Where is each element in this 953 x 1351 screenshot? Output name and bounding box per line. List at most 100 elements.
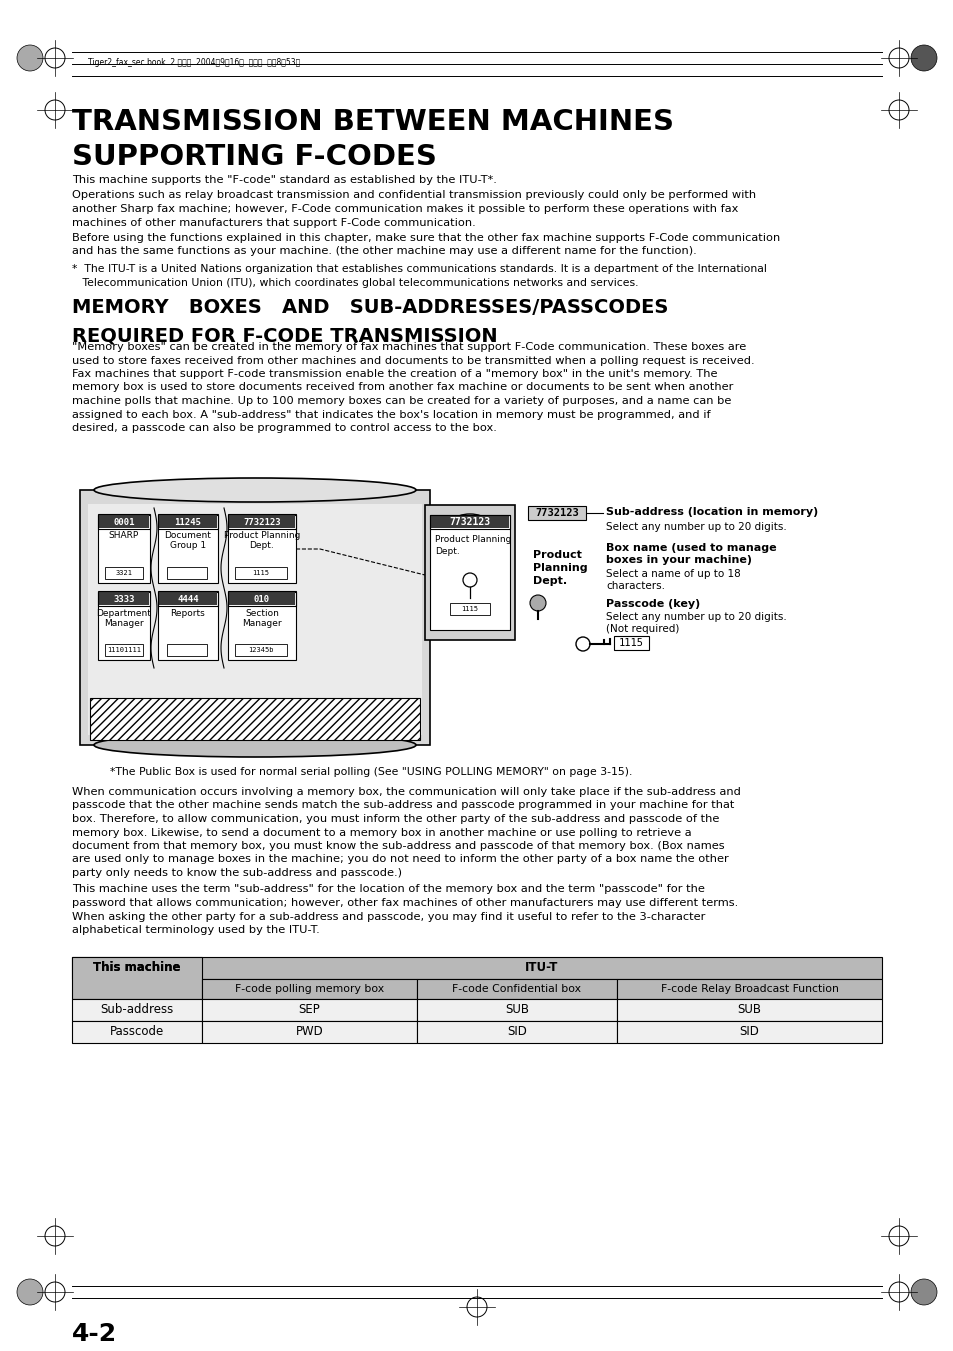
Bar <box>234 644 287 657</box>
Circle shape <box>910 1279 936 1305</box>
Bar <box>71 957 202 998</box>
Text: Section: Section <box>245 608 278 617</box>
Bar <box>430 515 510 530</box>
Text: When communication occurs involving a memory box, the communication will only ta: When communication occurs involving a me… <box>71 788 740 797</box>
Text: 4444: 4444 <box>177 594 198 604</box>
Text: document from that memory box, you must know the sub-address and passcode of tha: document from that memory box, you must … <box>71 842 724 851</box>
Text: party only needs to know the sub-address and passcode.): party only needs to know the sub-address… <box>71 867 401 878</box>
Text: F-code Relay Broadcast Function: F-code Relay Broadcast Function <box>659 984 838 993</box>
Text: PWD: PWD <box>295 1025 323 1038</box>
Text: SID: SID <box>739 1025 759 1038</box>
Text: Operations such as relay broadcast transmission and confidential transmission pr: Operations such as relay broadcast trans… <box>71 190 756 200</box>
Text: "Memory boxes" can be created in the memory of fax machines that support F-Code : "Memory boxes" can be created in the mem… <box>71 342 745 353</box>
Circle shape <box>530 594 545 611</box>
Bar <box>430 515 510 630</box>
Text: SUB: SUB <box>504 1002 529 1016</box>
Text: 010: 010 <box>253 594 270 604</box>
Text: SEP: SEP <box>298 1002 320 1016</box>
Text: ITU-T: ITU-T <box>525 961 558 974</box>
Bar <box>416 1020 617 1043</box>
Text: 11101111: 11101111 <box>107 647 141 653</box>
Text: Product: Product <box>533 550 581 561</box>
Text: SUB: SUB <box>737 1002 760 1016</box>
Bar <box>450 603 490 615</box>
Bar <box>80 490 430 744</box>
Text: Sub-address (location in memory): Sub-address (location in memory) <box>605 507 818 517</box>
Text: 7732123: 7732123 <box>535 508 578 517</box>
Text: Box name (used to manage: Box name (used to manage <box>605 543 776 553</box>
Text: 12345b: 12345b <box>248 647 274 653</box>
Bar <box>431 515 509 528</box>
Text: 1115: 1115 <box>461 607 478 612</box>
Text: passcode that the other machine sends match the sub-address and passcode program: passcode that the other machine sends ma… <box>71 801 734 811</box>
Text: (Not required): (Not required) <box>605 624 679 634</box>
Bar <box>158 592 218 661</box>
Text: This machine: This machine <box>93 961 180 974</box>
Text: 3321: 3321 <box>115 570 132 576</box>
Text: Public Box*: Public Box* <box>227 725 286 735</box>
Text: desired, a passcode can also be programmed to control access to the box.: desired, a passcode can also be programm… <box>71 423 497 434</box>
Text: memory box. Likewise, to send a document to a memory box in another machine or u: memory box. Likewise, to send a document… <box>71 828 691 838</box>
Text: TRANSMISSION BETWEEN MACHINES: TRANSMISSION BETWEEN MACHINES <box>71 108 673 136</box>
Text: Sub-address: Sub-address <box>100 1002 173 1016</box>
Text: 3333: 3333 <box>113 594 134 604</box>
Bar <box>105 644 143 657</box>
Bar <box>98 513 150 530</box>
Text: This machine uses the term "sub-address" for the location of the memory box and : This machine uses the term "sub-address"… <box>71 885 704 894</box>
Bar <box>71 957 882 978</box>
Text: memory box is used to store documents received from another fax machine or docum: memory box is used to store documents re… <box>71 382 733 393</box>
Bar <box>158 513 218 530</box>
Text: Department: Department <box>96 608 152 617</box>
Text: Passcode (key): Passcode (key) <box>605 598 700 609</box>
Text: Before using the functions explained in this chapter, make sure that the other f: Before using the functions explained in … <box>71 232 780 243</box>
Bar <box>228 590 295 607</box>
Text: MEMORY: MEMORY <box>224 484 286 497</box>
Bar <box>71 1020 202 1043</box>
Text: Reports: Reports <box>171 608 205 617</box>
Text: SHARP: SHARP <box>109 531 139 540</box>
Bar <box>90 698 419 740</box>
Bar <box>167 567 207 580</box>
Circle shape <box>17 1279 43 1305</box>
Bar <box>416 978 617 998</box>
Text: F-code Confidential box: F-code Confidential box <box>452 984 581 993</box>
Text: Select a name of up to 18: Select a name of up to 18 <box>605 569 740 580</box>
Text: 7732123: 7732123 <box>243 517 280 527</box>
Text: boxes in your machine): boxes in your machine) <box>605 555 751 565</box>
Circle shape <box>910 45 936 72</box>
Bar <box>71 998 202 1020</box>
Bar <box>229 592 294 605</box>
Bar <box>98 515 150 584</box>
Text: Product Planning: Product Planning <box>224 531 300 540</box>
Text: Tiger2_fax_sec.book  2 ページ  2004年9月16日  木曜日  午前8時53分: Tiger2_fax_sec.book 2 ページ 2004年9月16日 木曜日… <box>88 58 300 68</box>
Text: Fax machines that support F-code transmission enable the creation of a "memory b: Fax machines that support F-code transmi… <box>71 369 717 380</box>
Bar <box>98 592 150 661</box>
Bar <box>202 978 416 998</box>
Text: machine polls that machine. Up to 100 memory boxes can be created for a variety : machine polls that machine. Up to 100 me… <box>71 396 731 407</box>
Bar <box>105 567 143 580</box>
Text: used to store faxes received from other machines and documents to be transmitted: used to store faxes received from other … <box>71 355 754 366</box>
Text: SUPPORTING F-CODES: SUPPORTING F-CODES <box>71 143 436 172</box>
Text: 1115: 1115 <box>253 570 269 576</box>
Text: Document: Document <box>164 531 212 540</box>
Text: F-code polling memory box: F-code polling memory box <box>234 984 384 993</box>
Text: MEMORY   BOXES   AND   SUB-ADDRESSES/PASSCODES: MEMORY BOXES AND SUB-ADDRESSES/PASSCODES <box>71 299 668 317</box>
Text: Select any number up to 20 digits.: Select any number up to 20 digits. <box>605 521 786 532</box>
Text: another Sharp fax machine; however, F-Code communication makes it possible to pe: another Sharp fax machine; however, F-Co… <box>71 204 738 213</box>
Text: SID: SID <box>507 1025 526 1038</box>
Text: Manager: Manager <box>242 619 281 627</box>
Bar <box>202 998 416 1020</box>
Ellipse shape <box>94 734 416 757</box>
Text: Passcode: Passcode <box>110 1025 164 1038</box>
Bar <box>99 592 149 605</box>
Bar <box>228 592 295 661</box>
Bar <box>617 1020 882 1043</box>
Bar <box>99 515 149 528</box>
Text: REQUIRED FOR F-CODE TRANSMISSION: REQUIRED FOR F-CODE TRANSMISSION <box>71 326 497 345</box>
Text: are used only to manage boxes in the machine; you do not need to inform the othe: are used only to manage boxes in the mac… <box>71 854 728 865</box>
Bar <box>158 515 218 584</box>
Bar <box>234 567 287 580</box>
Text: This machine supports the "F-code" standard as established by the ITU-T*.: This machine supports the "F-code" stand… <box>71 176 497 185</box>
Bar <box>159 592 216 605</box>
Ellipse shape <box>455 513 484 526</box>
